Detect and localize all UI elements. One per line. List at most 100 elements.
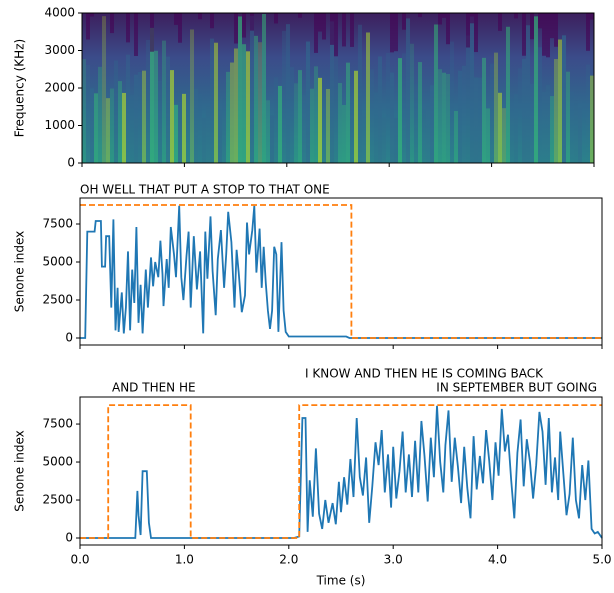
spectrogram-texture [362,113,366,163]
spectrogram-texture [402,53,406,163]
spectrogram-texture [402,13,406,30]
y-tick-label: 1000 [44,118,75,132]
spectrogram-texture [134,75,138,163]
spectrogram-texture [546,85,550,163]
spectrogram-texture [482,58,486,163]
spectrogram-texture [542,13,546,56]
spectrogram-texture [550,13,554,38]
spectrogram-texture [142,71,146,163]
spectrogram-texture [338,83,342,163]
spectrogram-texture [250,13,254,31]
spectrogram-texture [506,27,510,163]
spectrogram-texture [526,25,530,163]
spectrogram-texture [502,108,506,163]
spectrogram-texture [570,92,574,163]
y-tick-label: 7500 [42,216,73,230]
spectrogram-texture [326,89,330,163]
spectrogram-texture [238,16,242,163]
spectrogram-texture [166,56,170,163]
spectrogram-texture [586,13,590,51]
spectrogram-texture [274,13,278,23]
spectrogram-texture [566,72,570,163]
spectrogram-texture [130,94,134,163]
spectrogram-texture [498,93,502,163]
spectrogram-texture [150,13,154,52]
x-tick-label: 0.0 [70,553,89,567]
spectrogram-texture [110,89,114,163]
spectrogram-texture [498,13,502,31]
spectrogram-texture [590,13,594,20]
y-axis-label: Senone index [13,430,27,512]
spectrogram-texture [210,39,214,163]
spectrogram-texture [218,110,222,163]
spectrogram-texture [386,53,390,163]
spectrogram-texture [206,107,210,163]
spectrogram-texture [434,24,438,163]
spectrogram-texture [454,111,458,163]
spectrogram-texture [118,81,122,163]
spectrogram-texture [394,118,398,163]
spectrogram-texture [442,13,446,18]
spectrogram-texture [518,68,522,163]
spectrogram-texture [230,63,234,163]
x-tick-label: 3.0 [384,553,403,567]
spectrogram-texture [466,35,470,163]
y-tick-label: 5000 [42,455,73,469]
spectrogram-texture [334,57,338,163]
spectrogram-texture [542,92,546,163]
spectrogram-texture [422,109,426,163]
spectrogram-texture [366,32,370,163]
spectrogram-texture [442,73,446,163]
spectrogram-texture [202,118,206,163]
spectrogram-texture [562,35,566,163]
spectrogram-texture [530,13,534,39]
spectrogram-texture [86,65,90,163]
spectrogram-texture [574,100,578,163]
spectrogram-texture [322,13,326,39]
spectrogram-texture [414,84,418,163]
spectrogram-texture [278,86,282,163]
spectrogram-texture [178,13,182,43]
spectrogram-texture [106,98,110,163]
spectrogram-texture [154,51,158,163]
spectrogram-texture [110,13,114,33]
spectrogram-texture [346,63,350,163]
x-tick-label: 5.0 [592,553,611,567]
spectrogram-texture [270,116,274,163]
spectrogram-texture [306,42,310,163]
spectrogram-texture [90,13,94,16]
y-tick-label: 0 [65,531,73,545]
spectrogram-texture [522,13,526,56]
spectrogram-texture [486,108,490,163]
spectrogram-texture [170,70,174,163]
spectrogram-texture [470,17,474,163]
spectrogram-texture [590,76,594,163]
y-tick-label: 2500 [42,493,73,507]
spectrogram-texture [134,13,138,56]
spectrogram-texture [390,73,394,163]
x-axis-label: Time (s) [316,574,366,588]
spectrogram-texture [190,29,194,163]
spectrogram-texture [282,31,286,163]
spectrogram-texture [342,13,346,46]
spectrogram-texture [586,64,590,163]
spectrogram-texture [390,13,394,52]
spectrogram-texture [398,58,402,163]
spectrogram-texture [126,55,130,163]
spectrogram-texture [426,106,430,163]
spectrogram-texture [294,83,298,163]
spectrogram-texture [470,13,474,23]
spectrogram-texture [410,44,414,163]
spectrogram-texture [458,71,462,163]
spectrogram-texture [126,13,130,42]
y-axis-label: Frequency (KHz) [13,39,27,137]
y-tick-label: 2500 [42,293,73,307]
spectrogram-texture [374,93,378,163]
y-tick-label: 0 [67,156,75,170]
series-line [80,406,602,538]
spectrogram-texture [538,13,542,28]
spectrogram-texture [158,80,162,163]
spectrogram-texture [382,118,386,163]
spectrogram-texture [82,59,86,163]
